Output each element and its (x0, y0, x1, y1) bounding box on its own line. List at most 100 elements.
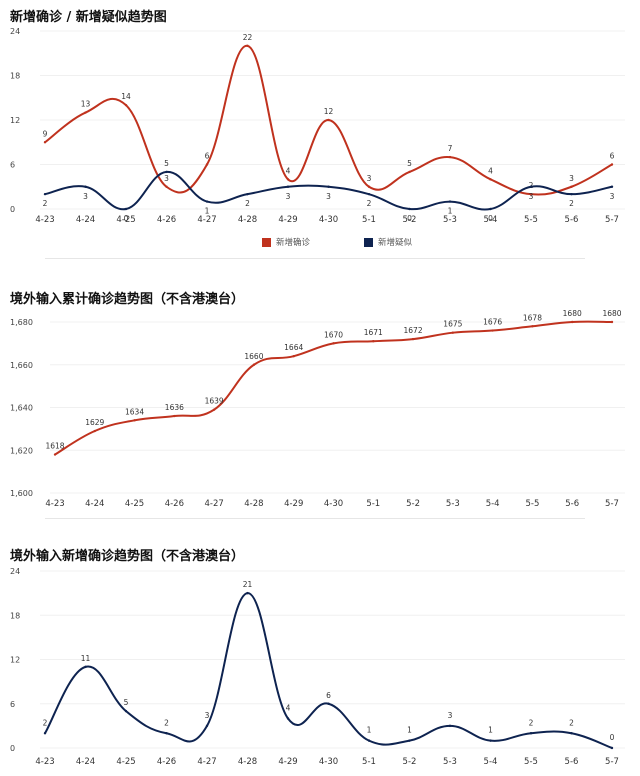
data-label: 3 (569, 174, 574, 183)
series-line (44, 592, 613, 749)
data-point (491, 329, 494, 332)
x-tick-label: 5-5 (524, 757, 538, 767)
x-tick-label: 5-1 (362, 215, 376, 225)
data-label: 3 (286, 192, 291, 201)
data-label: 1676 (483, 318, 502, 327)
data-label: 3 (448, 711, 453, 720)
data-point (489, 178, 492, 181)
data-point (246, 44, 249, 48)
x-tick-label: 4-25 (125, 499, 144, 509)
data-label: 21 (243, 580, 253, 589)
data-label: 1671 (364, 328, 383, 337)
legend-label-suspected: 新增疑似 (378, 238, 413, 248)
data-point (124, 709, 128, 713)
data-label: 0 (124, 214, 129, 223)
data-point (205, 200, 209, 203)
data-label: 1636 (165, 403, 184, 412)
y-tick-label: 12 (10, 116, 20, 125)
x-tick-label: 5-1 (366, 499, 380, 509)
x-tick-label: 5-2 (406, 499, 420, 509)
data-point (252, 363, 256, 366)
x-tick-label: 5-3 (446, 499, 460, 509)
data-point (448, 155, 452, 159)
x-tick-label: 4-26 (157, 757, 176, 767)
data-label: 6 (205, 152, 210, 161)
data-label: 1680 (563, 309, 582, 318)
data-point (93, 429, 96, 433)
data-label: 12 (324, 107, 334, 116)
data-label: 3 (529, 192, 534, 201)
data-label: 1 (367, 726, 372, 735)
x-tick-label: 4-30 (324, 499, 343, 509)
data-point (367, 739, 371, 742)
x-tick-label: 4-23 (35, 215, 54, 225)
data-point (372, 340, 375, 343)
data-label: 1 (205, 207, 210, 216)
data-point (124, 207, 128, 211)
data-point (84, 185, 87, 188)
x-tick-label: 5-6 (565, 499, 579, 509)
x-tick-label: 5-7 (605, 499, 619, 509)
x-tick-label: 4-27 (197, 757, 216, 767)
legend-swatch-suspected (364, 237, 373, 247)
data-label: 2 (367, 199, 372, 208)
y-tick-label: 0 (10, 205, 15, 214)
data-point (448, 724, 452, 728)
chart1-legend: 新增确诊 新增疑似 (0, 236, 640, 250)
data-point (292, 355, 295, 358)
data-label: 2 (43, 718, 48, 727)
x-tick-label: 5-2 (403, 757, 417, 767)
data-label: 22 (243, 33, 253, 42)
data-label: 2 (569, 718, 574, 727)
data-point (451, 331, 455, 334)
data-point (165, 185, 168, 188)
legend-swatch-confirmed (262, 237, 271, 247)
y-tick-label: 1,600 (10, 489, 33, 498)
data-point (489, 739, 492, 742)
data-point (571, 320, 574, 324)
data-label: 1672 (404, 326, 423, 335)
x-tick-label: 5-5 (524, 215, 538, 225)
x-tick-label: 4-28 (244, 499, 263, 509)
data-label: 2 (245, 199, 250, 208)
data-point (165, 732, 168, 735)
data-point (529, 192, 533, 196)
data-point (286, 185, 290, 188)
data-point (408, 170, 411, 174)
data-point (367, 192, 371, 196)
legend-item-suspected[interactable]: 新增疑似 (364, 236, 412, 248)
data-label: 5 (164, 159, 169, 168)
data-point (286, 178, 290, 181)
data-point (610, 320, 614, 324)
y-tick-label: 1,680 (10, 318, 33, 327)
data-label: 7 (448, 144, 453, 153)
data-point (84, 665, 87, 669)
x-tick-label: 5-1 (362, 757, 376, 767)
data-label: 1670 (324, 330, 343, 339)
data-label: 1618 (45, 442, 64, 451)
data-point (246, 591, 249, 595)
x-tick-label: 5-7 (605, 215, 619, 225)
x-tick-label: 5-3 (443, 757, 457, 767)
data-label: 2 (43, 199, 48, 208)
data-label: 1634 (125, 407, 144, 416)
data-label: 2 (569, 199, 574, 208)
data-label: 4 (488, 166, 493, 175)
divider (45, 518, 585, 519)
legend-item-confirmed[interactable]: 新增确诊 (262, 236, 310, 248)
data-label: 2 (164, 718, 169, 727)
data-point (165, 170, 168, 174)
y-tick-label: 12 (10, 656, 20, 665)
data-label: 0 (610, 733, 615, 742)
x-tick-label: 4-27 (204, 499, 223, 509)
x-tick-label: 4-29 (278, 215, 297, 225)
data-label: 1680 (602, 309, 621, 318)
data-point (408, 739, 411, 742)
x-tick-label: 5-5 (525, 499, 539, 509)
data-label: 11 (81, 654, 91, 663)
chart-imported-cumulative: 1,600 1,620 1,640 1,660 1,680 4-23 4-24 4-25 4-2… (10, 309, 625, 509)
y-tick-label: 1,620 (10, 446, 33, 455)
data-point (327, 702, 330, 705)
data-label: 0 (488, 214, 493, 223)
